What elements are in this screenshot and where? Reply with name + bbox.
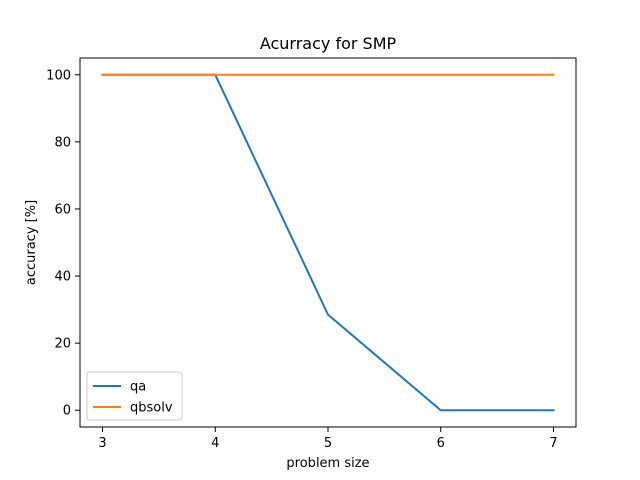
chart-title: Acurracy for SMP [260, 34, 397, 53]
y-tick-label: 100 [46, 68, 71, 83]
x-tick-label: 7 [549, 436, 557, 451]
series-line-qa [101, 73, 555, 412]
y-axis-label: accuracy [%] [24, 200, 39, 285]
x-tick-label: 4 [211, 436, 219, 451]
x-tick-label: 3 [98, 436, 106, 451]
y-tick-label: 40 [54, 270, 71, 285]
y-tick-label: 0 [63, 404, 71, 419]
x-axis: 3 4 5 6 7 [98, 427, 558, 451]
plot-frame [79, 57, 577, 428]
legend-label-qa: qa [130, 380, 146, 395]
legend-label-qbsolv: qbsolv [130, 401, 173, 416]
y-axis: 0 20 40 60 80 100 [46, 68, 80, 419]
y-tick-label: 60 [54, 202, 71, 217]
x-tick-label: 5 [324, 436, 332, 451]
series-layer [101, 73, 555, 412]
y-tick-label: 20 [54, 337, 71, 352]
x-tick-label: 6 [437, 436, 445, 451]
y-tick-label: 80 [54, 135, 71, 150]
legend: qa qbsolv [86, 371, 183, 421]
x-axis-label: problem size [286, 456, 369, 471]
